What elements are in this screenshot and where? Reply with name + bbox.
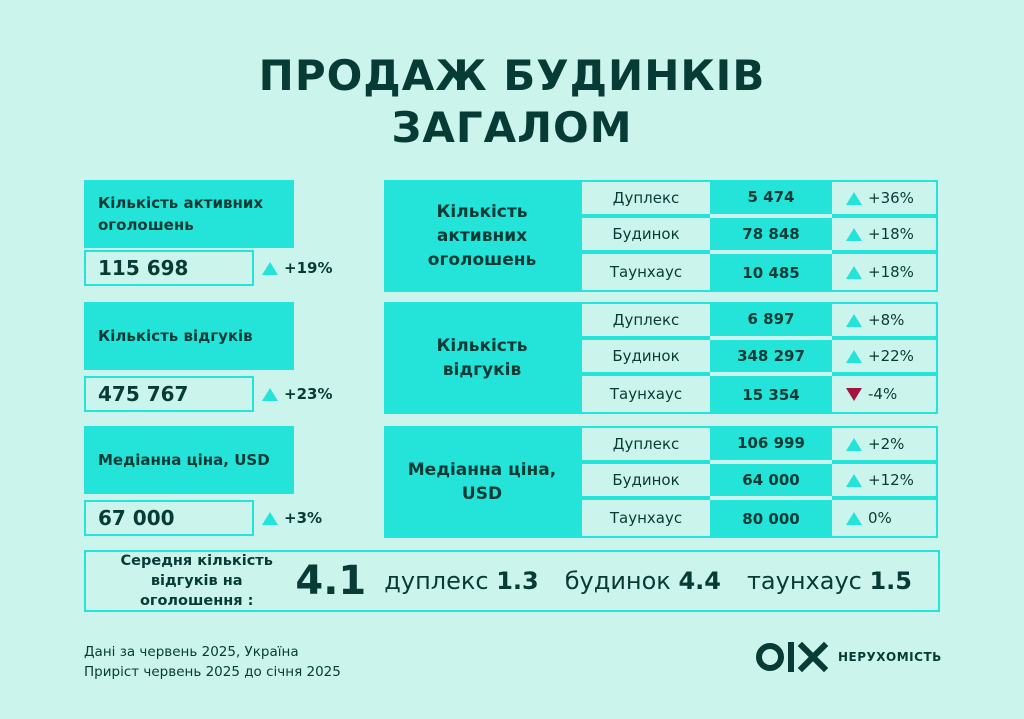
table-row: Таунхаус 80 000 0% (580, 498, 940, 538)
trend-up-icon (846, 227, 862, 241)
table-label: Кількість активних оголошень (384, 180, 580, 292)
olx-logo-icon (756, 641, 828, 673)
row-change: 0% (832, 498, 938, 538)
row-change: +22% (832, 338, 938, 374)
row-type: Будинок (580, 338, 710, 374)
summary-total: 4.1 (295, 558, 367, 604)
footnote: Дані за червень 2025, Україна Приріст че… (84, 642, 341, 682)
table-row: Дуплекс 106 999 +2% (580, 426, 940, 462)
table-row: Дуплекс 6 897 +8% (580, 302, 940, 338)
footnote-line-1: Дані за червень 2025, Україна (84, 644, 299, 660)
trend-up-icon (846, 313, 862, 327)
card-change-value: +23% (284, 385, 333, 403)
row-value: 78 848 (710, 216, 832, 252)
row-change-value: 0% (868, 509, 892, 527)
row-type: Дуплекс (580, 426, 710, 462)
row-type: Будинок (580, 462, 710, 498)
card-change-value: +19% (284, 259, 333, 277)
row-change-value: +22% (868, 347, 914, 365)
card-change-value: +3% (284, 509, 323, 527)
row-change: +8% (832, 302, 938, 338)
row-value: 64 000 (710, 462, 832, 498)
card-value: 67 000 (84, 500, 254, 536)
card-value: 475 767 (84, 376, 254, 412)
card-median-price: Медіанна ціна, USD 67 000 +3% (84, 426, 374, 538)
table-responses: Кількість відгуків Дуплекс 6 897 +8% Буд… (384, 302, 940, 414)
row-change-value: +36% (868, 189, 914, 207)
row-change: +2% (832, 426, 938, 462)
summary-label: Середня кількість відгуків на оголошення… (120, 553, 273, 609)
row-value: 10 485 (710, 252, 832, 292)
trend-up-icon (846, 191, 862, 205)
row-change: +18% (832, 216, 938, 252)
title-line-1: ПРОДАЖ БУДИНКІВ (258, 51, 766, 100)
row-change-value: +8% (868, 311, 905, 329)
summary-item-value: 4.4 (678, 567, 721, 595)
row-type: Таунхаус (580, 498, 710, 538)
row-change: -4% (832, 374, 938, 414)
card-value: 115 698 (84, 250, 254, 286)
table-row: Будинок 64 000 +12% (580, 462, 940, 498)
row-value: 5 474 (710, 180, 832, 216)
trend-down-icon (846, 387, 862, 401)
page-title: ПРОДАЖ БУДИНКІВ ЗАГАЛОМ (0, 50, 1024, 154)
row-type: Будинок (580, 216, 710, 252)
row-change-value: +18% (868, 263, 914, 281)
table-row: Таунхаус 10 485 +18% (580, 252, 940, 292)
row-change: +36% (832, 180, 938, 216)
trend-up-icon (262, 387, 278, 401)
row-change: +12% (832, 462, 938, 498)
table-median-price: Медіанна ціна, USD Дуплекс 106 999 +2% Б… (384, 426, 940, 538)
card-change: +19% (262, 250, 332, 286)
average-responses-summary: Середня кількість відгуків на оголошення… (84, 550, 940, 612)
row-type: Дуплекс (580, 180, 710, 216)
olx-logo: НЕРУХОМІСТЬ (756, 640, 942, 674)
table-label: Медіанна ціна, USD (384, 426, 580, 538)
table-label: Кількість відгуків (384, 302, 580, 414)
row-change-value: +12% (868, 471, 914, 489)
row-change: +18% (832, 252, 938, 292)
logo-text: НЕРУХОМІСТЬ (838, 650, 942, 664)
trend-up-icon (846, 437, 862, 451)
trend-up-icon (262, 261, 278, 275)
summary-item-value: 1.5 (869, 567, 912, 595)
row-value: 15 354 (710, 374, 832, 414)
row-type: Таунхаус (580, 252, 710, 292)
row-value: 348 297 (710, 338, 832, 374)
row-value: 106 999 (710, 426, 832, 462)
table-row: Будинок 78 848 +18% (580, 216, 940, 252)
trend-up-icon (846, 511, 862, 525)
row-type: Таунхаус (580, 374, 710, 414)
trend-up-icon (846, 349, 862, 363)
footnote-line-2: Приріст червень 2025 до січня 2025 (84, 664, 341, 680)
trend-up-icon (846, 265, 862, 279)
row-change-value: +2% (868, 435, 905, 453)
row-value: 6 897 (710, 302, 832, 338)
card-change: +23% (262, 376, 332, 412)
card-responses: Кількість відгуків 475 767 +23% (84, 302, 374, 414)
card-label: Медіанна ціна, USD (84, 426, 294, 494)
row-value: 80 000 (710, 498, 832, 538)
row-change-value: +18% (868, 225, 914, 243)
card-change: +3% (262, 500, 322, 536)
summary-item-name: будинок (564, 567, 671, 595)
summary-item-townhouse: таунхаус 1.5 (747, 567, 912, 595)
table-row: Будинок 348 297 +22% (580, 338, 940, 374)
table-row: Дуплекс 5 474 +36% (580, 180, 940, 216)
summary-item-name: таунхаус (746, 567, 862, 595)
title-line-2: ЗАГАЛОМ (391, 103, 633, 152)
row-change-value: -4% (868, 385, 898, 403)
trend-up-icon (262, 511, 278, 525)
summary-item-name: дуплекс (384, 567, 489, 595)
table-active-listings: Кількість активних оголошень Дуплекс 5 4… (384, 180, 940, 292)
summary-item-house: будинок 4.4 (565, 567, 721, 595)
row-type: Дуплекс (580, 302, 710, 338)
card-active-listings: Кількість активних оголошень 115 698 +19… (84, 180, 374, 286)
card-label: Кількість активних оголошень (84, 180, 294, 248)
summary-item-value: 1.3 (496, 567, 539, 595)
card-label: Кількість відгуків (84, 302, 294, 370)
summary-item-duplex: дуплекс 1.3 (384, 567, 538, 595)
trend-up-icon (846, 473, 862, 487)
table-row: Таунхаус 15 354 -4% (580, 374, 940, 414)
